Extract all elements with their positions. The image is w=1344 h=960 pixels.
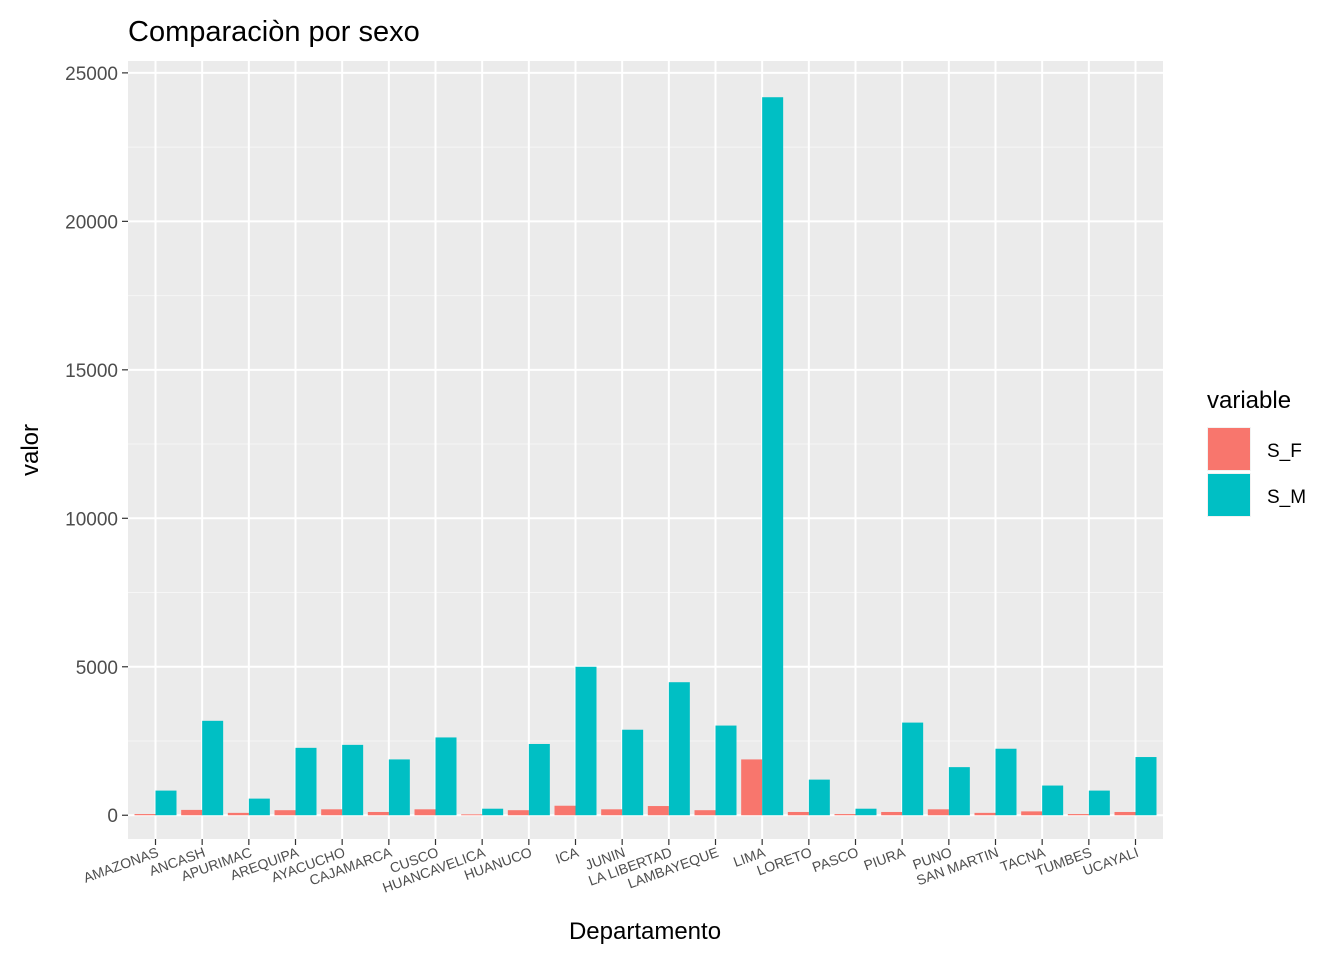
bar-S_M-amazonas [155,790,177,816]
bar-S_M-san-martin [995,748,1017,816]
bars [134,97,1157,816]
bar-S_F-arequipa [274,810,296,816]
y-tick-label: 0 [107,806,118,827]
bar-S_F-tumbes [1067,814,1089,816]
y-tick-label: 15000 [65,361,118,382]
y-axis: 0 5000 10000 15000 20000 25000 [65,64,128,827]
bar-S_F-ancash [181,809,203,816]
plot-panel [128,61,1163,839]
bar-S_F-amazonas [134,814,156,816]
legend-key-S_M [1208,474,1250,516]
bar-S_F-la-libertad [647,806,669,816]
bar-S_F-huanuco [507,810,529,816]
bar-S_F-ica [554,805,576,816]
bar-S_M-arequipa [295,747,317,816]
y-axis-title: valor [17,424,44,476]
bar-S_F-ucayali [1114,811,1136,816]
bar-S_M-piura [902,722,924,816]
bar-S_M-tumbes [1088,790,1110,816]
legend-key-S_F [1208,428,1250,470]
legend-title: variable [1207,387,1291,414]
x-axis-title: Departamento [569,918,721,945]
bar-S_M-pasco [855,808,877,816]
bar-S_M-ucayali [1135,757,1157,816]
bar-S_F-lima [741,759,763,816]
bar-S_F-san-martin [974,812,996,816]
legend-label-S_M: S_M [1267,487,1306,508]
bar-S_F-tacna [1021,811,1043,816]
bar-S_M-ayacucho [342,744,364,816]
bar-S_F-piura [881,811,903,816]
bar-S_M-ica [575,666,597,816]
bar-S_F-apurimac [227,812,249,816]
bar-S_M-cajamarca [388,759,410,816]
bar-S_M-loreto [808,779,830,816]
x-tick-label: PIURA [862,844,908,874]
bar-S_F-loreto [787,811,809,816]
y-tick-label: 10000 [65,509,118,530]
bar-S_F-cusco [414,809,436,816]
legend: variable S_F S_M [1207,387,1306,517]
bar-S_M-apurimac [248,798,270,816]
bar-S_F-huancavelica [461,814,483,816]
bar-S_M-cusco [435,737,457,816]
bar-S_M-junin [622,729,644,816]
bar-S_F-ayacucho [321,809,343,816]
bar-S_F-lambayeque [694,810,716,816]
bar-S_M-huanuco [528,743,550,816]
y-tick-label: 20000 [65,212,118,233]
legend-label-S_F: S_F [1267,441,1302,462]
x-tick-label: PASCO [810,844,861,875]
bar-S_F-pasco [834,814,856,816]
chart-title: Comparaciòn por sexo [128,16,420,48]
minor-gridlines [128,146,1163,742]
bar-S_F-cajamarca [367,811,389,816]
bar-S_M-lambayeque [715,725,737,816]
bar-S_F-junin [601,809,623,816]
bar-S_M-la-libertad [668,682,690,816]
x-tick-label: ICA [553,844,581,867]
bar-S_M-lima [762,97,784,816]
bar-S_M-huancavelica [482,808,504,816]
x-axis: AMAZONASANCASHAPURIMACAREQUIPAAYACUCHOCA… [81,839,1141,896]
bar-S_M-tacna [1042,785,1064,816]
y-tick-label: 25000 [65,64,118,85]
bar-S_M-ancash [202,720,224,816]
y-tick-label: 5000 [76,658,118,679]
bar-S_M-puno [948,767,970,816]
bar-S_F-puno [927,809,949,816]
